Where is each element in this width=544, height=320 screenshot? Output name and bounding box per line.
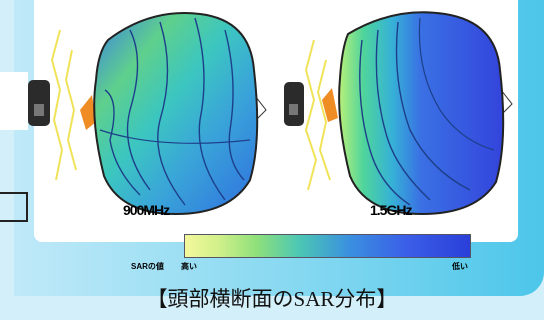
radiation-lines-left [50,29,77,181]
phone-icon-left [28,80,50,126]
frequency-label-1-5ghz: 1.5GHz [370,202,412,218]
phone-icon-right [284,82,304,126]
frequency-label-900mhz: 900MHz [123,202,170,218]
ear-left-b [322,88,338,122]
left-edge-box [0,72,28,130]
colorbar-high-label: 高い [181,262,197,271]
figure-caption: 【頭部横断面のSAR分布】 [146,287,398,311]
left-edge-bracket [0,192,28,222]
sar-colorbar [184,234,471,258]
colorbar-low-label: 低い [452,262,468,271]
colorbar-title: SARの値 [131,262,164,271]
head-900mhz [93,12,259,216]
head-1-5ghz [338,11,505,216]
ear-left-a [80,95,96,130]
radiation-lines-right [304,39,331,191]
